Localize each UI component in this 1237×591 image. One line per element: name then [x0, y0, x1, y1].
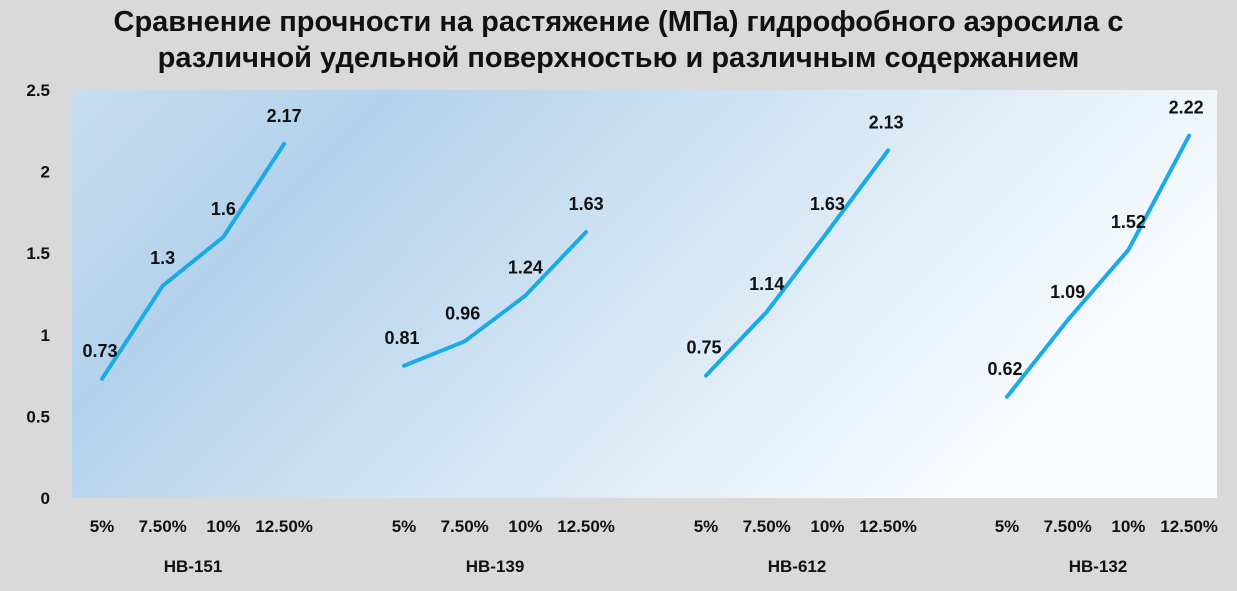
x-tick-label: 12.50% [859, 517, 917, 536]
data-point [1006, 396, 1008, 398]
data-label: 0.73 [82, 341, 117, 361]
data-point [705, 375, 707, 377]
series-hb-132: 0.62 1.09 1.52 2.22 [987, 98, 1204, 399]
data-label: 1.3 [150, 248, 175, 268]
data-label: 1.24 [508, 258, 543, 278]
x-tick-label: 12.50% [557, 517, 615, 536]
y-tick-label: 0.5 [26, 407, 50, 426]
series-layer: 0.73 1.3 1.6 2.17 0.81 0.96 1.24 1.63 0.75 1.14 1.… [82, 98, 1204, 399]
chart-title: Сравнение прочности на растяжение (МПа) … [0, 4, 1237, 76]
plot-area [72, 90, 1217, 498]
x-tick-label: 5% [995, 517, 1020, 536]
x-tick-label: 5% [392, 517, 417, 536]
x-tick-label: 10% [810, 517, 844, 536]
data-point [162, 285, 164, 287]
data-label: 0.75 [686, 338, 721, 358]
group-label: HB-132 [1069, 557, 1128, 576]
data-label: 0.96 [445, 303, 480, 323]
x-tick-label: 10% [206, 517, 240, 536]
y-tick-label: 1 [41, 326, 50, 345]
x-tick-label: 7.50% [1044, 517, 1092, 536]
x-tick-label: 12.50% [1160, 517, 1218, 536]
chart-title-line1: Сравнение прочности на растяжение (МПа) … [113, 6, 1124, 38]
series-line [100, 141, 287, 381]
data-point [464, 340, 466, 342]
data-label: 0.62 [987, 359, 1022, 379]
x-tick-label: 10% [1111, 517, 1145, 536]
group-label: HB-151 [164, 557, 223, 576]
data-label: 2.17 [267, 106, 302, 126]
x-tick-label: 7.50% [139, 517, 187, 536]
data-point [524, 295, 526, 297]
data-label: 1.63 [810, 194, 845, 214]
x-tick-label: 12.50% [255, 517, 313, 536]
x-tick-label: 5% [90, 517, 115, 536]
data-point [1127, 249, 1129, 251]
series-line [704, 148, 891, 378]
y-tick-label: 2 [41, 163, 50, 182]
data-point [283, 143, 285, 145]
data-point [766, 311, 768, 313]
series-hb-139: 0.81 0.96 1.24 1.63 [384, 194, 604, 368]
group-label: HB-612 [768, 557, 827, 576]
y-tick-label: 0 [41, 489, 50, 508]
data-point [1067, 319, 1069, 321]
data-point [887, 149, 889, 151]
series-hb-612: 0.75 1.14 1.63 2.13 [686, 112, 904, 378]
chart-title-line2: различной удельной поверхностью и различ… [157, 42, 1080, 74]
series-line [402, 229, 589, 368]
data-point [101, 378, 103, 380]
data-label: 1.09 [1050, 282, 1085, 302]
y-tick-label: 1.5 [26, 244, 50, 263]
x-tick-label: 10% [508, 517, 542, 536]
series-hb-151: 0.73 1.3 1.6 2.17 [82, 106, 302, 381]
data-label: 1.63 [569, 194, 604, 214]
data-label: 1.14 [749, 274, 784, 294]
data-point [1188, 135, 1190, 137]
data-label: 2.22 [1169, 98, 1204, 118]
data-label: 2.13 [869, 112, 904, 132]
data-label: 0.81 [384, 328, 419, 348]
x-axis: 5% 7.50% 10% 12.50% HB-151 5% 7.50% 10% 12.50% HB… [90, 517, 1218, 576]
x-tick-label: 7.50% [743, 517, 791, 536]
series-line [1005, 133, 1192, 399]
data-point [585, 231, 587, 233]
data-label: 1.6 [211, 199, 236, 219]
data-point [222, 236, 224, 238]
y-tick-label: 2.5 [26, 81, 50, 100]
data-label: 1.52 [1111, 212, 1146, 232]
data-point [826, 231, 828, 233]
data-point [403, 365, 405, 367]
x-tick-label: 5% [694, 517, 719, 536]
group-label: HB-139 [466, 557, 525, 576]
y-axis: 0 0.5 1 1.5 2 2.5 [26, 81, 50, 508]
x-tick-label: 7.50% [441, 517, 489, 536]
